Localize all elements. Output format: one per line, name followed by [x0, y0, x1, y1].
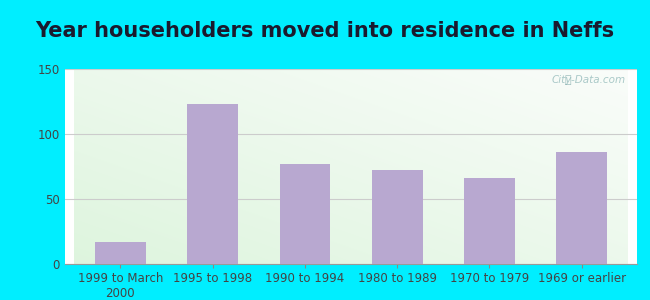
Bar — [556, 152, 607, 264]
Text: City-Data.com: City-Data.com — [551, 75, 625, 85]
Bar — [280, 164, 330, 264]
Bar — [464, 178, 515, 264]
Text: Year householders moved into residence in Neffs: Year householders moved into residence i… — [36, 21, 614, 41]
Text: ⓘ: ⓘ — [565, 75, 571, 85]
Bar — [187, 104, 238, 264]
Bar — [372, 170, 422, 264]
Bar — [95, 242, 146, 264]
